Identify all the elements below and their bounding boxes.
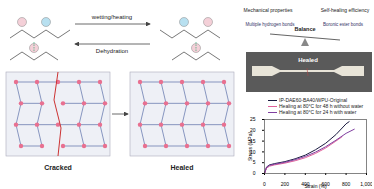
svg-text:5: 5 [253, 159, 256, 165]
svg-text:1,000: 1,000 [360, 181, 372, 187]
svg-text:200: 200 [281, 181, 290, 187]
svg-text:Balance: Balance [294, 26, 315, 32]
html-text:IP-DAE60-BA40/WPU-Original: IP-DAE60-BA40/WPU-Original [279, 97, 348, 103]
svg-text:Boronic ester bonds: Boronic ester bonds [323, 22, 364, 27]
html-text:Healing at 80°C for 48 h witho: Healing at 80°C for 48 h without water [279, 103, 364, 109]
html-text:Healing at 80°C for 24 h with: Healing at 80°C for 24 h with water [279, 109, 357, 115]
svg-text:Healed: Healed [171, 164, 194, 171]
svg-text:Self-healing efficiency: Self-healing efficiency [321, 7, 370, 13]
svg-text:Dehydration: Dehydration [96, 48, 128, 54]
svg-text:Multiple hydrogen bonds: Multiple hydrogen bonds [245, 22, 295, 27]
svg-text:0: 0 [263, 181, 266, 187]
svg-text:Cracked: Cracked [44, 164, 72, 171]
svg-text:800: 800 [342, 181, 351, 187]
svg-text:Stress (MPa): Stress (MPa) [247, 132, 253, 162]
svg-text:25: 25 [250, 116, 256, 122]
svg-text:Mechanical properties: Mechanical properties [244, 7, 293, 13]
svg-text:Strain (%): Strain (%) [304, 183, 327, 189]
svg-text:0: 0 [253, 170, 256, 176]
svg-text:20: 20 [249, 126, 256, 133]
svg-text:Healed: Healed [298, 57, 318, 63]
svg-text:wetting/heating: wetting/heating [91, 14, 132, 20]
